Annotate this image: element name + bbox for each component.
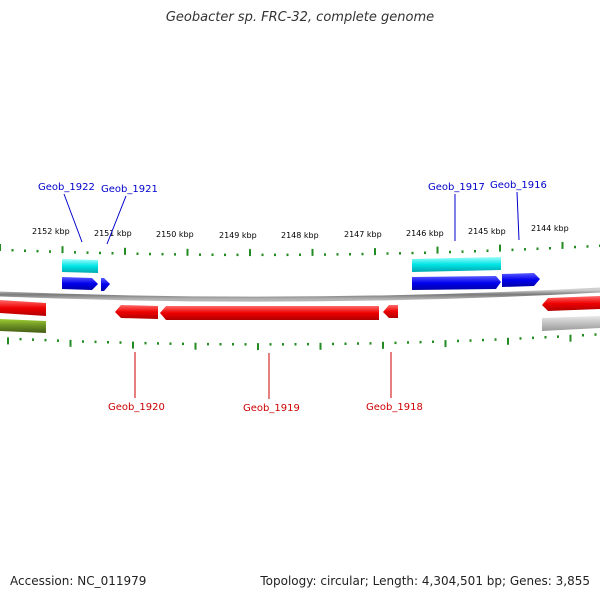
feature-right-edge-gray[interactable] [542, 316, 600, 331]
gene-label-geob-1922[interactable]: Geob_1922 [38, 182, 95, 193]
tick-label: 2147 kbp [344, 230, 382, 239]
gene-geob-1918[interactable] [383, 305, 398, 318]
gene-geob-1916[interactable] [502, 273, 540, 287]
leader-line-geob-1921 [106, 195, 127, 245]
gene-label-geob-1918[interactable]: Geob_1918 [366, 402, 423, 413]
gene-geob-1921[interactable] [101, 278, 110, 291]
leader-line-geob-1916 [516, 191, 520, 241]
lower-scale-ruler [7, 333, 597, 351]
gene-right-edge-red[interactable] [542, 296, 600, 311]
feature-geob-1917[interactable] [412, 257, 501, 272]
genome-backbone [0, 287, 600, 302]
gene-label-geob-1921[interactable]: Geob_1921 [101, 184, 158, 195]
feature-left-edge-olive[interactable] [0, 319, 46, 333]
leader-line-geob-1922 [63, 193, 83, 243]
tick-label: 2148 kbp [281, 231, 319, 240]
gene-label-geob-1919[interactable]: Geob_1919 [243, 403, 300, 414]
accession-info: Accession: NC_011979 [10, 574, 147, 588]
tick-label: 2144 kbp [531, 224, 569, 233]
genome-title: Geobacter sp. FRC-32, complete genome [165, 10, 435, 25]
gene-label-geob-1920[interactable]: Geob_1920 [108, 402, 165, 413]
gene-geob-1920[interactable] [115, 305, 158, 319]
gene-geob-1919[interactable] [160, 306, 379, 320]
gene-geob-1917[interactable] [412, 276, 501, 290]
tick-label: 2146 kbp [406, 229, 444, 238]
upper-scale-ruler [0, 241, 600, 257]
tick-label: 2152 kbp [32, 227, 70, 236]
label-leader-lines [63, 191, 520, 399]
gene-label-geob-1916[interactable]: Geob_1916 [490, 180, 547, 191]
genome-stats: Topology: circular; Length: 4,304,501 bp… [260, 574, 590, 588]
gene-left-edge-red[interactable] [0, 300, 46, 316]
feature-geob-1922[interactable] [62, 259, 98, 273]
gene-label-geob-1917[interactable]: Geob_1917 [428, 182, 485, 193]
tick-label: 2149 kbp [219, 231, 257, 240]
tick-label: 2151 kbp [94, 229, 132, 238]
scale-tick-labels: 2152 kbp 2151 kbp 2150 kbp 2149 kbp 2148… [32, 224, 569, 240]
tick-label: 2150 kbp [156, 230, 194, 239]
tick-label: 2145 kbp [468, 227, 506, 236]
gene-geob-1922[interactable] [62, 277, 98, 290]
